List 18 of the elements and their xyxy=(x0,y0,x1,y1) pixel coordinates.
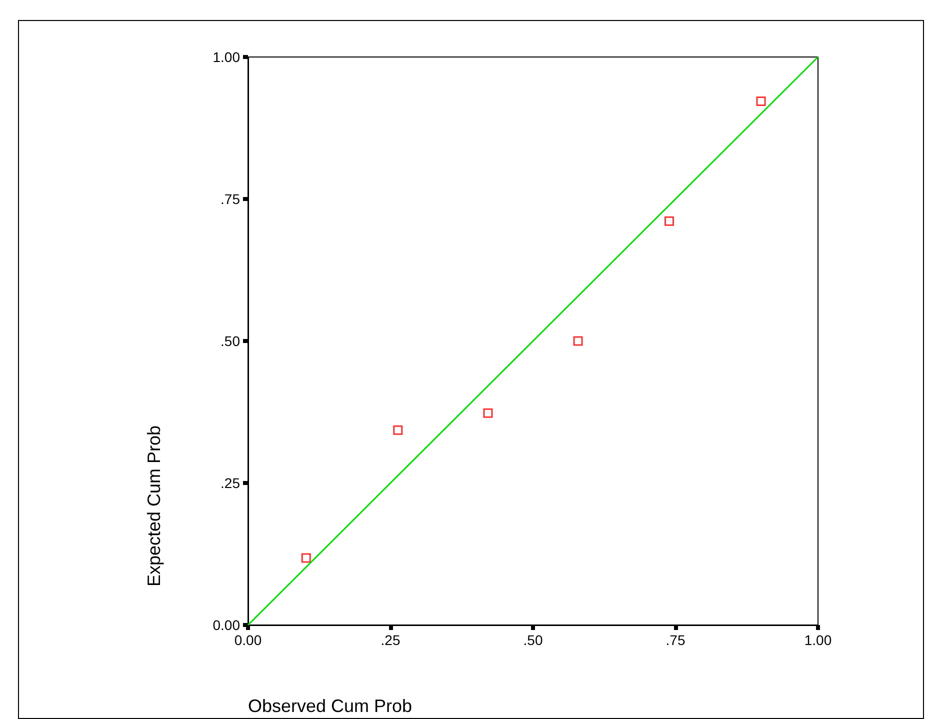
x-tick-label: .25 xyxy=(380,632,400,648)
point xyxy=(393,425,403,435)
x-axis-title: Observed Cum Prob xyxy=(248,696,412,716)
point xyxy=(664,216,674,226)
point xyxy=(483,408,493,418)
x-tick-label: 1.00 xyxy=(804,632,832,648)
x-tick-label: .75 xyxy=(666,632,686,648)
x-tick-label: 0.00 xyxy=(234,632,262,648)
y-tick-label: .50 xyxy=(220,333,240,349)
y-tick-label: .75 xyxy=(220,191,240,207)
point xyxy=(573,336,583,346)
y-tick-label: 1.00 xyxy=(212,49,240,65)
point xyxy=(301,553,311,563)
y-tick-label: .25 xyxy=(220,475,240,491)
point xyxy=(756,96,766,106)
y-axis-title: Expected Cum Prob xyxy=(144,425,164,587)
x-tick-label: .50 xyxy=(523,632,543,648)
y-tick-label: 0.00 xyxy=(212,617,240,633)
